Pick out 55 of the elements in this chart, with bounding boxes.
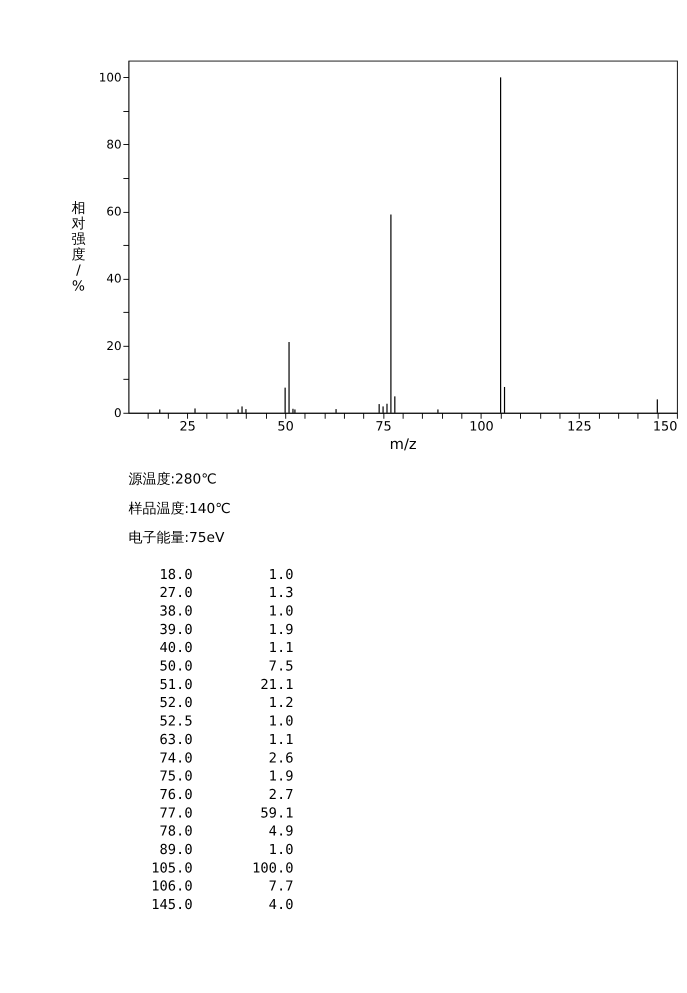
y-tick-label: 40 (106, 272, 122, 286)
data-label: 59.1 (260, 805, 294, 822)
category-label: 77.0 (159, 805, 193, 822)
category-label: 63.0 (159, 732, 193, 748)
category-label: 76.0 (159, 786, 193, 803)
y-tick-label: 20 (106, 338, 122, 353)
category-label: 39.0 (159, 622, 193, 638)
category-label: 52.0 (159, 695, 193, 712)
category-label: 51.0 (159, 676, 193, 693)
data-label: 1.9 (268, 768, 294, 785)
x-tick-label: 100 (469, 420, 494, 435)
data-label: 1.0 (268, 604, 294, 620)
category-label: 27.0 (159, 585, 193, 602)
category-label: 38.0 (159, 604, 193, 620)
data-label: 1.0 (268, 714, 294, 730)
data-label: 1.2 (268, 695, 294, 712)
x-tick-label: 125 (567, 420, 592, 435)
data-label: 1.0 (268, 566, 294, 583)
y-tick-label: 100 (98, 70, 122, 84)
data-label: 7.7 (268, 878, 294, 895)
category-label: 78.0 (159, 824, 193, 840)
text: 源温度:280℃ (128, 471, 217, 488)
x-tick-label: 75 (375, 420, 392, 435)
text: 样品温度:140℃ (128, 500, 231, 517)
data-label: 1.1 (268, 732, 294, 748)
data-label: 1.1 (268, 640, 294, 656)
x-tick-label: 50 (277, 420, 294, 435)
text: 电子能量:75eV (128, 530, 225, 546)
y-tick-label: 60 (106, 204, 122, 219)
data-label: 1.0 (268, 842, 294, 858)
category-label: 75.0 (159, 768, 193, 785)
data-label: 4.9 (268, 824, 294, 840)
x-tick-label: 25 (179, 420, 196, 435)
data-label: 4.0 (268, 897, 294, 914)
category-label: 89.0 (159, 842, 193, 858)
data-label: 21.1 (260, 676, 294, 693)
category-label: 145.0 (151, 897, 193, 914)
category-label: 18.0 (159, 566, 193, 583)
data-label: 1.9 (268, 622, 294, 638)
data-label: 7.5 (268, 658, 294, 675)
data-label: 1.3 (268, 585, 294, 602)
y-tick-label: 80 (106, 138, 122, 152)
x-tick-label: 150 (652, 420, 678, 435)
data-label: 2.6 (268, 750, 294, 766)
y-tick-label: 0 (114, 406, 122, 420)
category-label: 74.0 (159, 750, 193, 766)
category-label: 106.0 (151, 878, 193, 895)
y-axis-title: 相对强度/% (71, 200, 86, 294)
data-label: 2.7 (268, 786, 294, 803)
category-label: 40.0 (159, 640, 193, 656)
category-label: 105.0 (151, 860, 193, 876)
category-label: 52.5 (159, 714, 193, 730)
category-label: 50.0 (159, 658, 193, 675)
data-label: 100.0 (252, 860, 294, 876)
x-axis-title: m/z (390, 436, 417, 454)
